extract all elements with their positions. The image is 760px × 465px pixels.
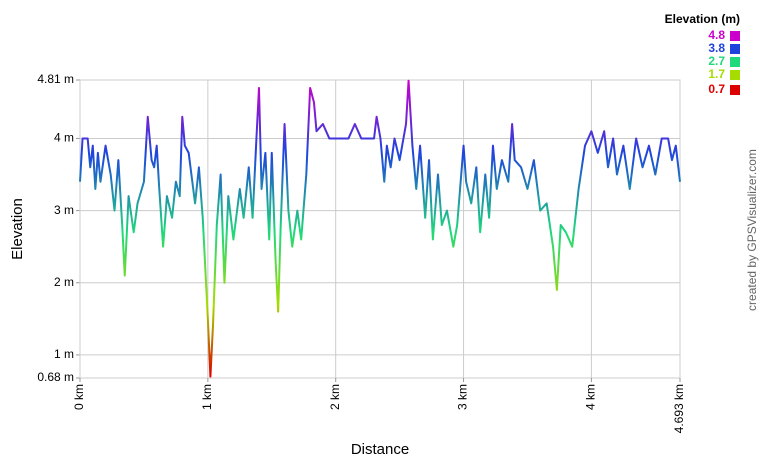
- y-tick-label: 4.81 m: [37, 72, 74, 86]
- legend-label: 1.7: [708, 67, 725, 81]
- legend-swatch: [730, 70, 740, 80]
- x-tick-label: 4 km: [584, 384, 598, 410]
- legend-swatch: [730, 85, 740, 95]
- legend-swatch: [730, 44, 740, 54]
- y-tick-label: 2 m: [54, 275, 74, 289]
- elevation-line: [79, 79, 681, 378]
- legend-label: 0.7: [708, 82, 725, 96]
- legend-swatch: [730, 57, 740, 67]
- legend-title: Elevation (m): [665, 12, 740, 26]
- x-axis-label: Distance: [351, 441, 409, 458]
- x-tick-label: 2 km: [328, 384, 342, 410]
- legend-label: 2.7: [708, 54, 725, 68]
- x-tick-label: 0 km: [72, 384, 86, 410]
- y-tick-label: 1 m: [54, 347, 74, 361]
- x-tick-label: 1 km: [200, 384, 214, 410]
- x-tick-label: 3 km: [456, 384, 470, 410]
- credit: created by GPSVisualizer.com: [745, 149, 759, 311]
- y-tick-label: 3 m: [54, 203, 74, 217]
- legend-label: 3.8: [708, 41, 725, 55]
- legend-label: 4.8: [708, 28, 725, 42]
- legend-swatch: [730, 31, 740, 41]
- y-tick-label: 4 m: [54, 131, 74, 145]
- y-tick-label: 0.68 m: [37, 370, 74, 384]
- plot-frame: [79, 79, 681, 379]
- y-axis-label: Elevation: [9, 198, 26, 260]
- x-tick-label: 4.693 km: [672, 384, 686, 433]
